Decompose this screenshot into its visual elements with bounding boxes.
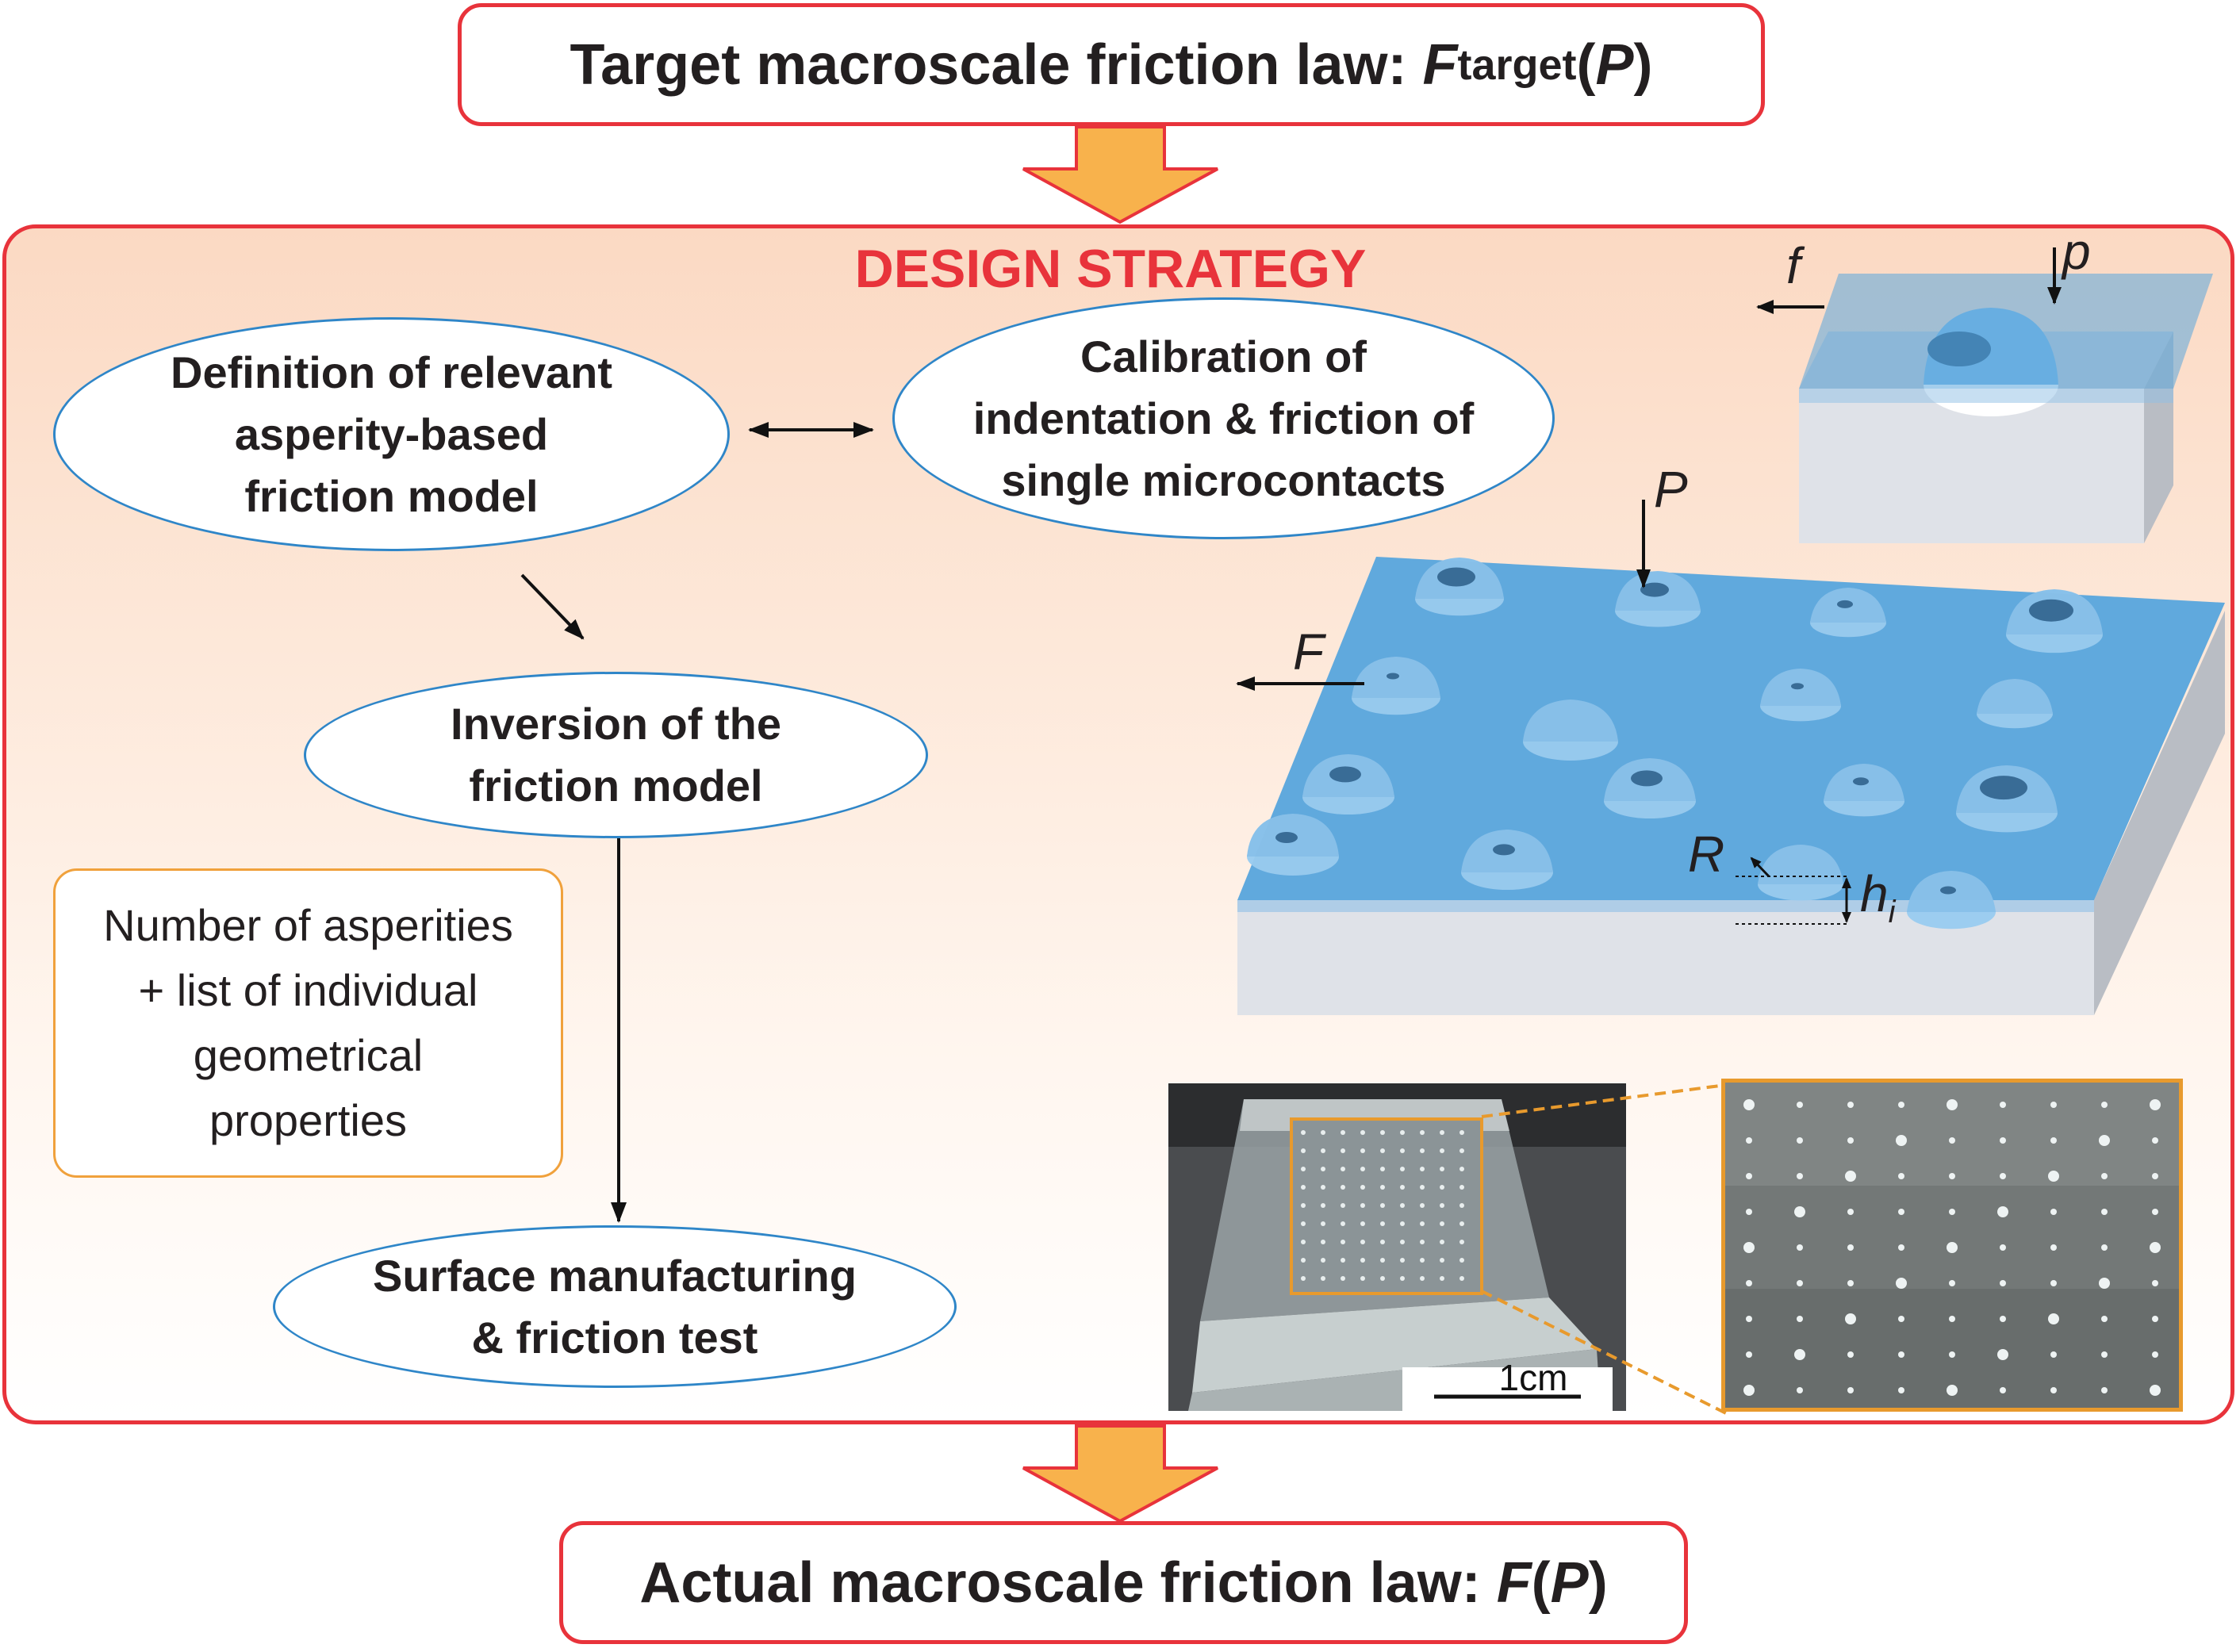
definition-ellipse: Definition of relevant asperity-based fr…	[53, 317, 730, 551]
zoomed-photo	[1721, 1079, 2183, 1412]
large-substrate-side	[2094, 611, 2225, 1015]
calibration-ellipse: Calibration of indentation & friction of…	[892, 297, 1555, 539]
sample-photo-drawing	[1168, 1083, 1626, 1411]
zoom-connectors	[1481, 1083, 1727, 1415]
sample-photo	[1168, 1083, 1626, 1411]
single-contact-illustration	[1756, 247, 2213, 543]
manufacturing-text: Surface manufacturing & friction test	[373, 1250, 857, 1363]
actual-law-text: Actual macroscale friction law:	[639, 1550, 1497, 1615]
asperity-list-box: Number of asperities + list of individua…	[53, 868, 563, 1178]
label-R: R	[1688, 826, 1725, 883]
scale-bar-label: 1cm	[1498, 1357, 1568, 1398]
diagonal-arrow-icon	[520, 573, 585, 640]
target-func-symbol: F	[1422, 33, 1458, 97]
target-func-arg: P	[1595, 33, 1634, 97]
zoomed-photo-drawing	[1725, 1083, 2179, 1408]
inversion-ellipse: Inversion of the friction model	[304, 672, 928, 838]
label-h-subscript: i	[1888, 895, 1896, 929]
textured-surface-illustration	[1236, 500, 2225, 1015]
label-f-small: f	[1786, 237, 1801, 294]
label-p-small: p	[2062, 223, 2091, 280]
calibration-text: Calibration of indentation & friction of…	[972, 331, 1475, 505]
inversion-text: Inversion of the friction model	[451, 699, 781, 811]
label-F: F	[1293, 623, 1325, 680]
label-h-main: h	[1860, 865, 1889, 922]
target-func-paren-close: )	[1633, 33, 1653, 97]
down-arrow-bottom-icon	[1022, 1424, 1218, 1524]
manufacturing-ellipse: Surface manufacturing & friction test	[273, 1225, 957, 1388]
target-law-text: Target macroscale friction law:	[570, 33, 1423, 97]
asperity-domes	[1247, 700, 1618, 876]
actual-func-paren-close: )	[1588, 1550, 1608, 1615]
actual-func-symbol: F	[1496, 1550, 1532, 1615]
radius-R-arrow-icon	[1750, 857, 1770, 878]
asperity-domes-grid	[1302, 558, 2103, 929]
actual-func-paren-open: (	[1531, 1550, 1551, 1615]
target-func-paren-open: (	[1576, 33, 1596, 97]
label-P: P	[1654, 461, 1688, 518]
actual-func-arg: P	[1550, 1550, 1589, 1615]
design-strategy-title: DESIGN STRATEGY	[854, 239, 1367, 299]
down-arrow-top-icon	[1022, 125, 1218, 224]
photo-zoom-region	[1290, 1117, 1483, 1295]
small-substrate-front	[1799, 389, 2144, 543]
definition-text: Definition of relevant asperity-based fr…	[171, 347, 612, 521]
small-top-plate	[1799, 274, 2213, 389]
label-h: hi	[1860, 864, 1895, 930]
asperity-list-text: Number of asperities + list of individua…	[103, 900, 513, 1145]
large-substrate-front	[1237, 900, 2094, 1015]
target-func-subscript: target	[1457, 40, 1577, 89]
actual-law-box: Actual macroscale friction law: F(P)	[559, 1521, 1688, 1644]
